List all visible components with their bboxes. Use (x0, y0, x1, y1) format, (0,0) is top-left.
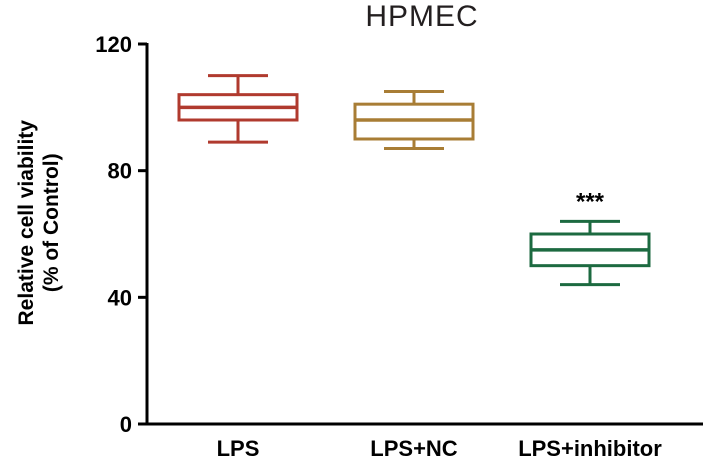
x-category-label: LPS (217, 436, 260, 461)
significance-marker: *** (576, 188, 605, 215)
x-category-label: LPS+NC (370, 436, 458, 461)
x-category-label: LPS+inhibitor (518, 436, 662, 461)
y-tick-label: 80 (108, 159, 132, 184)
chart-title: HPMEC (365, 0, 479, 33)
y-tick-label: 40 (108, 285, 132, 310)
y-tick-label: 120 (95, 32, 132, 57)
y-tick-label: 0 (120, 412, 132, 437)
